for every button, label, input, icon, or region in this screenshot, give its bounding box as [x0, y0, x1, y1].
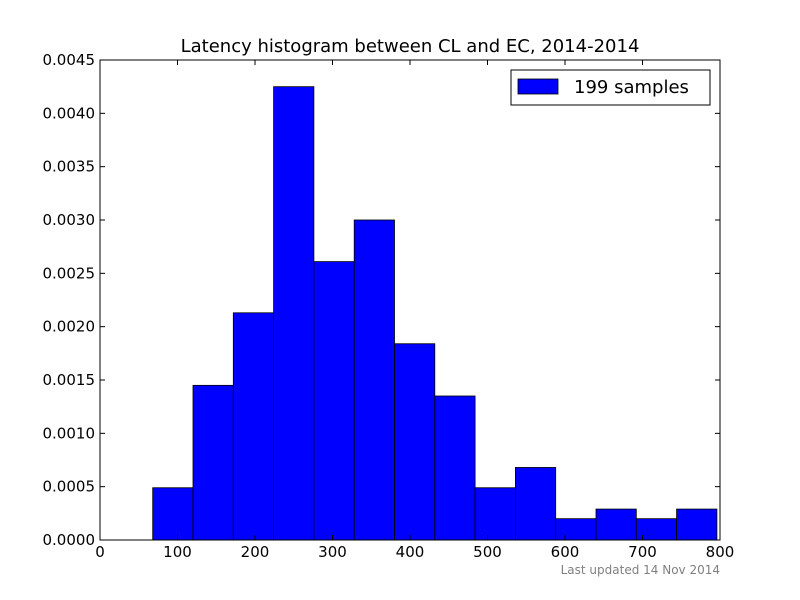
chart-title: Latency histogram between CL and EC, 201…: [181, 36, 640, 57]
histogram-bar-2: [232, 312, 275, 541]
legend-swatch: [517, 78, 559, 95]
x-tick-label: 500: [473, 543, 502, 561]
histogram-bar-0: [152, 487, 194, 541]
histogram-bar-10: [555, 518, 597, 541]
y-tick-label: 0.0005: [43, 478, 96, 496]
histogram-bar-6: [394, 343, 436, 541]
y-tick-label: 0.0025: [43, 264, 96, 282]
x-tick-label: 100: [163, 543, 192, 561]
y-tick-label: 0.0000: [43, 531, 96, 549]
y-tick-label: 0.0040: [43, 104, 96, 122]
x-tick-label: 600: [551, 543, 580, 561]
x-tick-label: 300: [318, 543, 347, 561]
y-tick-label: 0.0015: [43, 371, 96, 389]
last-updated-note: Last updated 14 Nov 2014: [561, 563, 720, 577]
histogram-bar-13: [676, 508, 718, 541]
x-tick-label: 0: [95, 543, 105, 561]
x-tick-label: 400: [396, 543, 425, 561]
y-tick-label: 0.0010: [43, 424, 96, 442]
histogram-bar-11: [595, 508, 637, 541]
y-tick-label: 0.0030: [43, 211, 96, 229]
legend-label: 199 samples: [574, 77, 689, 98]
histogram-bar-5: [353, 219, 395, 541]
histogram-bar-1: [192, 384, 234, 541]
histogram-bar-4: [313, 261, 355, 541]
histogram-bar-8: [474, 487, 516, 541]
histogram-bar-7: [434, 395, 476, 541]
histogram-bar-3: [273, 86, 315, 541]
x-tick-label: 800: [706, 543, 735, 561]
y-tick-label: 0.0045: [43, 51, 96, 69]
y-tick-label: 0.0020: [43, 318, 96, 336]
histogram-bar-9: [515, 467, 557, 541]
x-tick-label: 700: [628, 543, 657, 561]
x-tick-label: 200: [241, 543, 270, 561]
ticks-layer: 0 100 200 300 400 500 600 700 800 0.0000 0.0005 0.0…: [43, 51, 735, 561]
bars-layer: [152, 86, 718, 541]
legend: 199 samples: [510, 69, 711, 106]
y-tick-label: 0.0035: [43, 158, 96, 176]
